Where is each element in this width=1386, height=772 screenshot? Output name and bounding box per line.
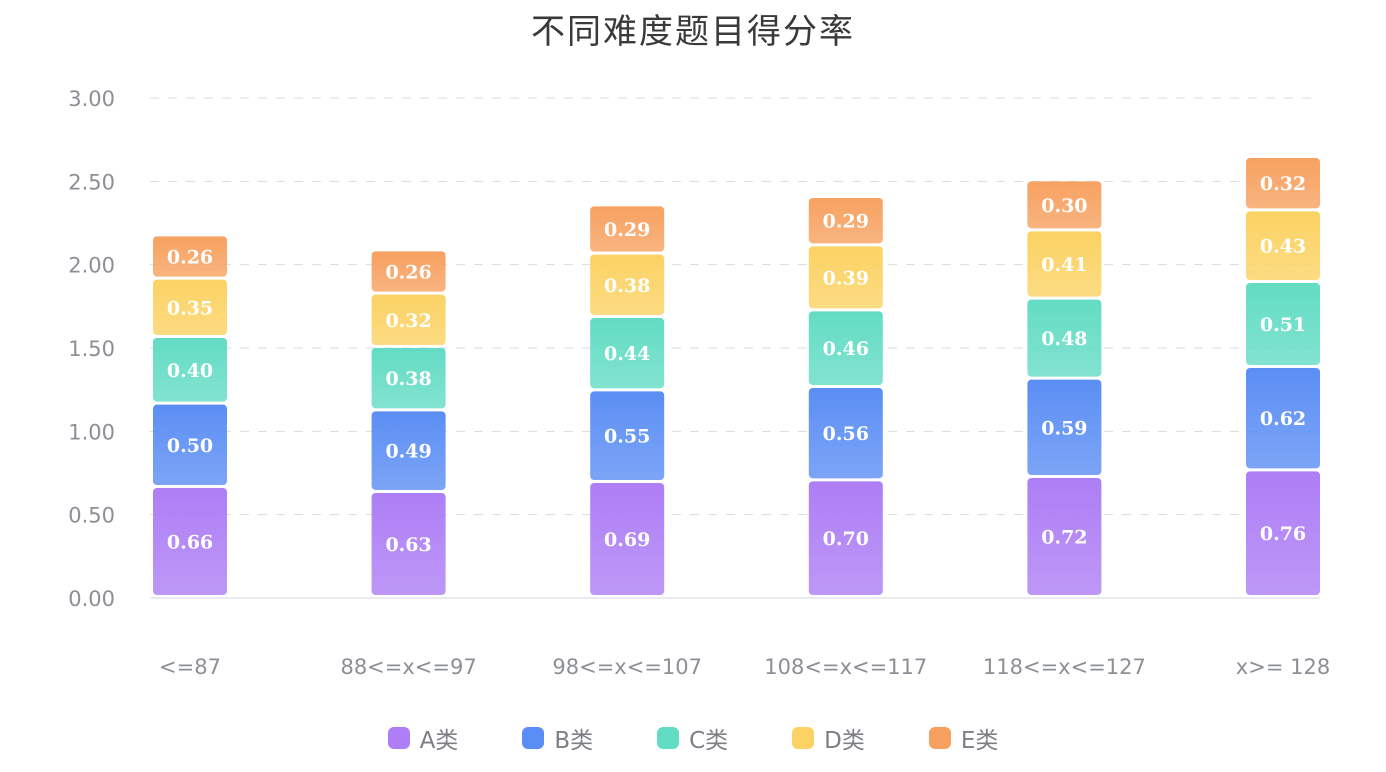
data-label: 0.39 (823, 267, 869, 289)
chart-title: 不同难度题目得分率 (531, 12, 855, 52)
data-label: 0.62 (1260, 408, 1306, 430)
bar-segment (153, 236, 227, 277)
bar-segment (590, 254, 665, 315)
data-label: 0.55 (604, 426, 650, 448)
bar-segment (1027, 231, 1102, 297)
y-tick-label: 1.00 (68, 420, 115, 444)
bar-segment (371, 493, 446, 595)
bar-segment (371, 251, 446, 292)
y-tick-label: 0.00 (68, 587, 115, 611)
data-label: 0.76 (1260, 523, 1306, 545)
legend-item[interactable]: E类 (928, 721, 999, 755)
data-label: 0.38 (385, 368, 431, 390)
data-label: 0.29 (823, 211, 869, 233)
legend-label: B类 (554, 728, 594, 754)
legend-swatch (657, 727, 680, 749)
y-tick-label: 2.50 (68, 170, 115, 194)
data-label: 0.32 (1260, 173, 1306, 195)
data-label: 0.44 (604, 343, 650, 365)
bar-segment (153, 338, 227, 402)
bar-segment (808, 481, 883, 595)
bar-segment (371, 411, 446, 490)
data-label: 0.30 (1041, 195, 1087, 217)
bar-segment (153, 404, 227, 485)
bar-segment (1246, 211, 1320, 280)
bar-segment (1246, 471, 1320, 595)
bar-segment (1246, 283, 1320, 365)
data-label: 0.40 (167, 360, 213, 382)
bar-segment (1027, 379, 1102, 475)
bar-segment (808, 311, 883, 385)
x-tick-label: 118<=x<=127 (983, 655, 1146, 679)
legend-item[interactable]: A类 (387, 721, 459, 755)
data-label: 0.63 (385, 534, 431, 556)
chart-legend: A类 B类 C类 D类 E类 (0, 716, 1386, 760)
data-label: 0.50 (167, 435, 213, 457)
data-label: 0.26 (167, 247, 213, 269)
legend-swatch (792, 727, 815, 749)
data-label: 0.49 (385, 441, 431, 463)
data-label: 0.41 (1041, 254, 1087, 276)
legend-swatch (928, 727, 951, 749)
bar-segment (371, 294, 446, 345)
bar-segment (808, 198, 883, 244)
legend-item[interactable]: B类 (522, 721, 593, 755)
data-label: 0.29 (604, 219, 650, 241)
data-label: 0.46 (823, 338, 869, 360)
bar-segment (1027, 181, 1102, 229)
data-label: 0.26 (385, 262, 431, 284)
legend-item[interactable]: C类 (657, 721, 728, 755)
bar-segment (590, 391, 665, 480)
legend-label: E类 (960, 728, 999, 754)
bar-segment (590, 206, 665, 252)
bar-segment (153, 279, 227, 335)
bar-segment (371, 348, 446, 409)
x-tick-label: 88<=x<=97 (340, 655, 476, 679)
x-tick-label: 98<=x<=107 (552, 655, 702, 679)
data-label: 0.56 (823, 423, 869, 445)
data-label: 0.59 (1041, 417, 1087, 439)
bar-segment (1246, 158, 1320, 209)
y-tick-label: 3.00 (68, 87, 115, 111)
bar-segment (808, 388, 883, 479)
y-tick-label: 1.50 (68, 337, 115, 361)
bar-segment (590, 318, 665, 389)
data-label: 0.38 (604, 275, 650, 297)
data-label: 0.51 (1260, 314, 1306, 336)
bar-segment (1246, 368, 1320, 469)
bar-segment (808, 246, 883, 309)
data-label: 0.72 (1041, 527, 1087, 549)
y-tick-label: 2.00 (68, 254, 115, 278)
bar-segment (590, 483, 665, 595)
data-label: 0.70 (823, 528, 869, 550)
data-label: 0.32 (385, 310, 431, 332)
legend-label: A类 (419, 728, 459, 754)
bar-segment (1027, 478, 1102, 595)
data-label: 0.35 (167, 297, 213, 319)
data-label: 0.43 (1260, 236, 1306, 258)
data-label: 0.66 (167, 532, 213, 554)
legend-label: D类 (824, 728, 865, 754)
legend-swatch (387, 727, 410, 749)
data-label: 0.69 (604, 529, 650, 551)
bar-segment (153, 488, 227, 595)
bar-segment (1027, 299, 1102, 377)
x-tick-label: x>= 128 (1236, 655, 1330, 679)
legend-item[interactable]: D类 (792, 721, 865, 755)
legend-label: C类 (689, 728, 729, 754)
data-label: 0.48 (1041, 328, 1087, 350)
x-tick-label: 108<=x<=117 (764, 655, 927, 679)
x-tick-label: <=87 (159, 655, 221, 679)
y-tick-label: 0.50 (68, 504, 115, 528)
legend-swatch (522, 727, 545, 749)
